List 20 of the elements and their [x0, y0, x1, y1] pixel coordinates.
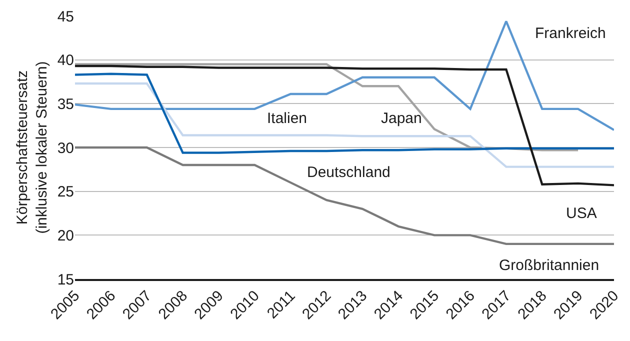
series-label: Japan [381, 110, 422, 127]
y-tick-label: 40 [57, 52, 74, 70]
series-label: Deutschland [307, 164, 390, 181]
line-series [75, 63, 580, 152]
y-tick-label: 25 [57, 184, 74, 201]
y-tick-label: 30 [57, 140, 74, 157]
line-series [75, 146, 614, 246]
series-label: Großbritannien [499, 257, 600, 274]
line-series [75, 82, 614, 168]
line-series [75, 20, 614, 132]
y-tick-label: 15 [57, 271, 74, 288]
series-label: USA [566, 205, 597, 222]
y-tick-label: 20 [57, 227, 74, 244]
y-tick-label: 35 [57, 96, 74, 113]
series-label: Italien [267, 110, 308, 127]
line-series [75, 64, 614, 186]
line-series [75, 72, 614, 154]
y-tick-label: 45 [57, 8, 74, 26]
y-axis-title: Körperschaftsteuersatz (inklusive lokaler Steuern) [14, 61, 51, 234]
series-label: Frankreich [535, 25, 606, 42]
